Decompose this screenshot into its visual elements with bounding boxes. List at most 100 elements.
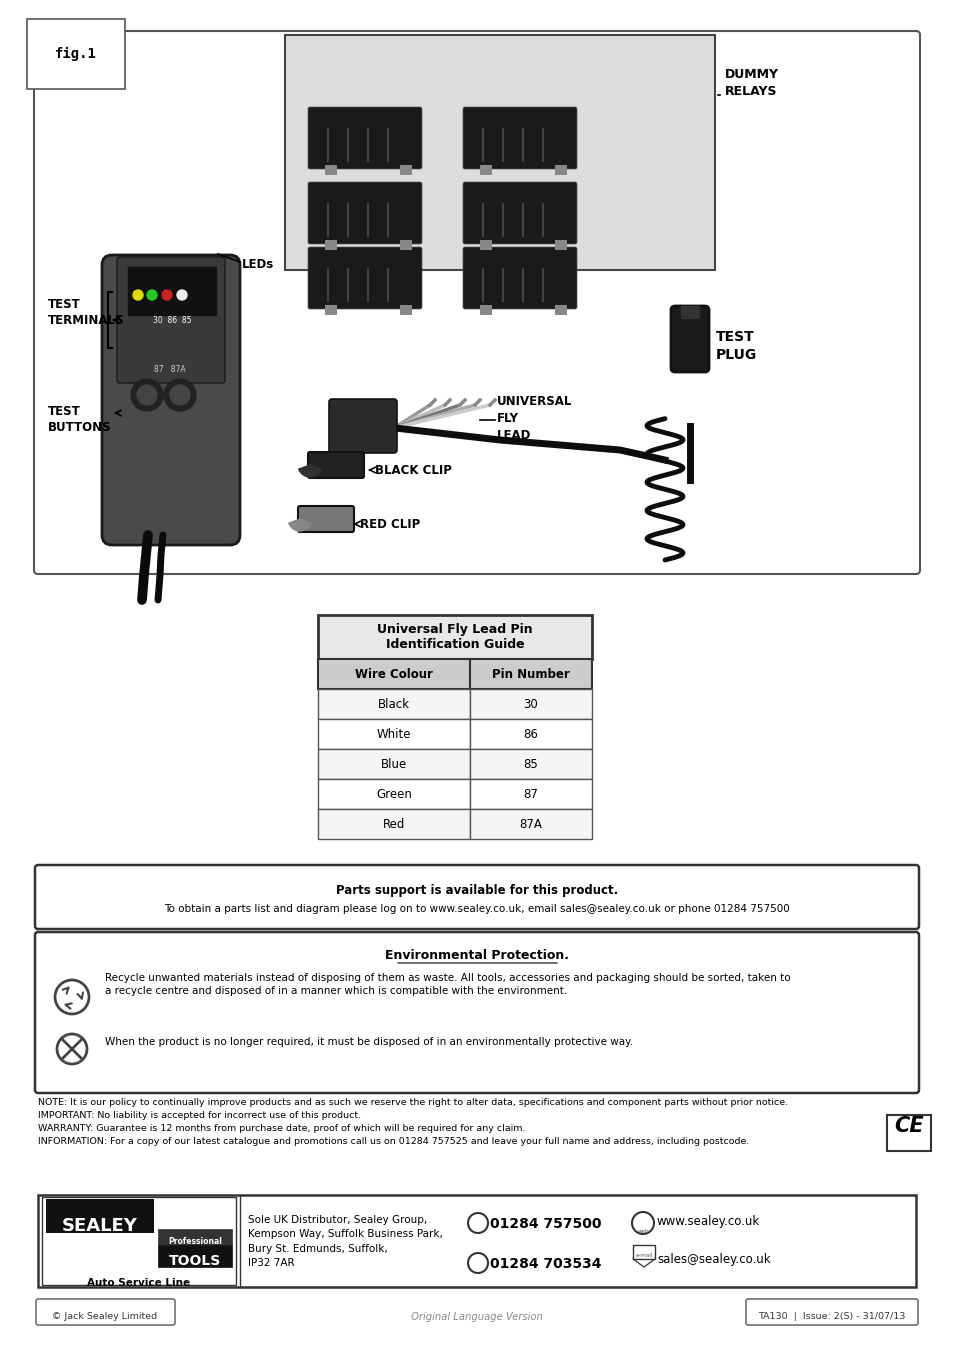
Text: 30  86  85: 30 86 85 [152,316,191,325]
Text: Environmental Protection.: Environmental Protection. [385,949,568,963]
Text: LEDs: LEDs [242,258,274,271]
Bar [470,659,592,688]
Circle shape [147,290,157,300]
FancyBboxPatch shape [117,256,225,383]
Text: TOOLS: TOOLS [169,1254,221,1268]
Bar [470,809,592,838]
FancyBboxPatch shape [308,247,421,309]
Text: Black: Black [377,698,410,710]
Text: 86: 86 [523,728,537,741]
Text: 30: 30 [523,698,537,710]
FancyBboxPatch shape [745,1299,917,1324]
Text: 87   87A: 87 87A [154,364,186,374]
Bar [470,749,592,779]
Circle shape [177,290,187,300]
Text: www.sealey.co.uk: www.sealey.co.uk [657,1215,760,1228]
Text: 01284 703534: 01284 703534 [490,1257,601,1270]
Bar [317,749,470,779]
FancyBboxPatch shape [308,182,421,244]
FancyBboxPatch shape [36,1299,174,1324]
Bar [633,1245,655,1260]
FancyBboxPatch shape [34,31,919,574]
Bar [317,779,470,809]
Text: To obtain a parts list and diagram please log on to www.sealey.co.uk, email sale: To obtain a parts list and diagram pleas… [164,904,789,914]
Text: RED CLIP: RED CLIP [359,518,420,531]
FancyBboxPatch shape [462,247,577,309]
Bar [317,616,592,659]
Bar [158,1245,232,1268]
Bar [38,1195,915,1287]
Text: sales@sealey.co.uk: sales@sealey.co.uk [657,1253,770,1266]
Bar [399,240,412,250]
Text: web: web [637,1228,648,1234]
Bar [470,779,592,809]
Text: 01284 757500: 01284 757500 [490,1216,601,1231]
FancyBboxPatch shape [35,931,918,1094]
FancyBboxPatch shape [462,182,577,244]
Text: UNIVERSAL
FLY
LEAD: UNIVERSAL FLY LEAD [497,396,572,441]
Text: Pin Number: Pin Number [492,667,569,680]
Bar [317,809,470,838]
Text: Blue: Blue [380,757,407,771]
Bar [317,659,470,688]
Text: White: White [376,728,411,741]
FancyBboxPatch shape [297,506,354,532]
Circle shape [170,385,190,405]
Text: Professional: Professional [168,1237,222,1246]
FancyBboxPatch shape [886,1115,930,1152]
Circle shape [131,379,163,410]
Text: TA130  |  Issue: 2(S) - 31/07/13: TA130 | Issue: 2(S) - 31/07/13 [758,1312,904,1322]
Circle shape [137,385,157,405]
Text: Parts support is available for this product.: Parts support is available for this prod… [335,884,618,896]
Text: Red: Red [382,818,405,830]
FancyBboxPatch shape [308,107,421,169]
Bar [325,165,336,176]
FancyBboxPatch shape [308,452,364,478]
FancyBboxPatch shape [35,865,918,929]
Text: SEALEY: SEALEY [62,1216,138,1235]
Text: Wire Colour: Wire Colour [355,667,433,680]
Bar [555,240,566,250]
Text: WARRANTY: Guarantee is 12 months from purchase date, proof of which will be requ: WARRANTY: Guarantee is 12 months from pu… [38,1125,525,1133]
Bar [479,305,492,315]
FancyBboxPatch shape [329,400,396,454]
Bar [399,165,412,176]
Bar [399,305,412,315]
FancyBboxPatch shape [670,306,708,373]
Bar [46,1199,153,1233]
Text: BLACK CLIP: BLACK CLIP [375,464,452,477]
Bar [317,688,470,720]
Text: CE: CE [893,1116,923,1135]
Bar [42,1197,235,1285]
Text: IMPORTANT: No liability is accepted for incorrect use of this product.: IMPORTANT: No liability is accepted for … [38,1111,361,1120]
Text: TEST
PLUG: TEST PLUG [716,329,757,362]
Bar [555,165,566,176]
Circle shape [162,290,172,300]
FancyBboxPatch shape [462,107,577,169]
Bar [479,165,492,176]
Text: TEST
TERMINALS: TEST TERMINALS [48,298,125,327]
Text: Green: Green [375,787,412,801]
Text: © Jack Sealey Limited: © Jack Sealey Limited [52,1312,157,1322]
Text: DUMMY
RELAYS: DUMMY RELAYS [724,68,779,99]
Bar [555,305,566,315]
Text: 87: 87 [523,787,537,801]
Bar [128,267,215,315]
Bar [680,306,699,319]
Text: TEST
BUTTONS: TEST BUTTONS [48,405,112,433]
Bar [479,240,492,250]
Circle shape [132,290,143,300]
Text: Sole UK Distributor, Sealey Group,
Kempson Way, Suffolk Business Park,
Bury St. : Sole UK Distributor, Sealey Group, Kemps… [248,1215,442,1268]
Bar [470,720,592,749]
Text: Auto Service Line: Auto Service Line [88,1278,191,1288]
Bar [158,1228,232,1245]
Text: INFORMATION: For a copy of our latest catalogue and promotions call us on 01284 : INFORMATION: For a copy of our latest ca… [38,1137,749,1146]
Wedge shape [289,518,311,531]
Bar [317,720,470,749]
Text: NOTE: It is our policy to continually improve products and as such we reserve th: NOTE: It is our policy to continually im… [38,1098,787,1107]
Text: e-mail: e-mail [635,1253,652,1258]
FancyBboxPatch shape [102,255,240,545]
Bar [325,240,336,250]
Text: 85: 85 [523,757,537,771]
Wedge shape [298,464,321,477]
